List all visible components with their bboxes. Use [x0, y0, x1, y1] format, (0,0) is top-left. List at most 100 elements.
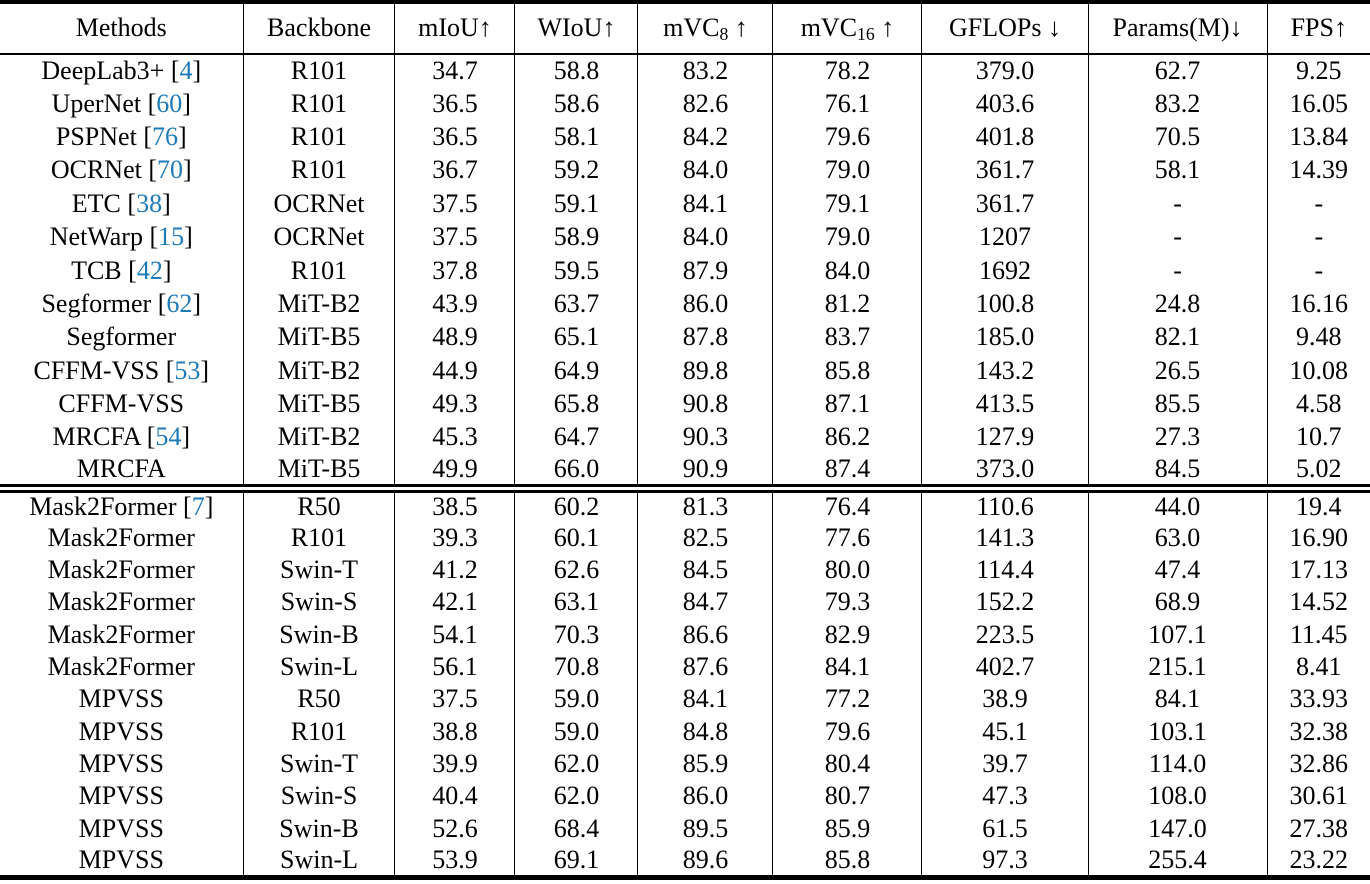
cell-mvc16: 79.0 [772, 220, 922, 255]
cell-mvc8: 84.5 [637, 554, 773, 587]
table-row: MPVSS Swin-T 39.9 62.0 85.9 80.4 39.7 114.0 32.8… [0, 748, 1370, 781]
citation-link[interactable]: 53 [174, 355, 201, 385]
cell-wiou: 59.0 [514, 715, 638, 749]
column-header-fps: FPS↑ [1266, 2, 1370, 54]
cell-params: 24.8 [1087, 287, 1268, 321]
cell-wiou: 59.0 [514, 683, 638, 716]
table-row: Mask2Former Swin-S 42.1 63.1 84.7 79.3 152.2 68… [0, 586, 1370, 619]
table-row: Mask2Former Swin-T 41.2 62.6 84.5 80.0 114.4 47… [0, 554, 1370, 587]
cell-params: - [1087, 254, 1268, 288]
cell-mvc8: 84.8 [637, 715, 773, 749]
cell-method: MRCFA [54] [52, 422, 191, 452]
cell-method: MPVSS [78, 813, 164, 843]
cell-params: 215.1 [1087, 651, 1268, 684]
citation-link[interactable]: 54 [155, 422, 182, 452]
cell-gflops: 361.7 [921, 187, 1088, 221]
cell-method: PSPNet [76] [55, 122, 187, 152]
cell-miou: 45.3 [394, 420, 515, 455]
cell-wiou: 64.7 [514, 420, 638, 455]
cell-miou: 52.6 [394, 812, 515, 846]
cell-mvc8: 90.3 [637, 420, 773, 455]
citation-link[interactable]: 70 [157, 155, 184, 185]
cell-miou: 38.5 [394, 488, 515, 522]
cell-wiou: 62.0 [514, 748, 638, 781]
column-header-gflops: GFLOPs ↓ [921, 2, 1088, 54]
cell-fps: 11.45 [1266, 618, 1370, 652]
cell-params: 63.0 [1087, 521, 1268, 555]
cell-miou: 40.4 [394, 780, 515, 813]
table-row: OCRNet [70] R101 36.7 59.2 84.0 79.0 361.7 58.1… [0, 154, 1370, 188]
cell-backbone: Swin-S [242, 586, 395, 619]
cell-fps: 16.16 [1266, 287, 1370, 321]
cell-params: 58.1 [1087, 154, 1268, 188]
citation-link[interactable]: 62 [166, 288, 193, 318]
cell-backbone: R101 [242, 154, 395, 188]
cell-mvc8: 84.2 [637, 120, 773, 155]
cell-method: Mask2Former [47, 619, 195, 649]
cell-fps: - [1266, 254, 1370, 288]
cell-backbone: R101 [242, 254, 395, 288]
cell-backbone: MiT-B2 [242, 287, 395, 321]
table-row: Segformer MiT-B5 48.9 65.1 87.8 83.7 185.0 82.1… [0, 320, 1370, 355]
cell-gflops: 152.2 [921, 586, 1088, 619]
cell-miou: 39.9 [394, 748, 515, 781]
citation-link[interactable]: 38 [136, 188, 163, 218]
cell-wiou: 58.1 [514, 120, 638, 155]
cell-params: 68.9 [1087, 586, 1268, 619]
cell-backbone: MiT-B5 [242, 387, 395, 421]
cell-fps: 9.25 [1266, 54, 1370, 88]
cell-mvc8: 90.9 [637, 454, 773, 489]
cell-backbone: R101 [242, 87, 395, 121]
cell-method: MPVSS [78, 845, 164, 874]
cell-miou: 53.9 [394, 845, 515, 878]
cell-backbone: R50 [242, 488, 395, 522]
cell-method: Mask2Former [47, 651, 195, 681]
cell-method: Mask2Former [47, 522, 195, 552]
cell-gflops: 379.0 [921, 54, 1088, 88]
citation-link[interactable]: 76 [151, 122, 178, 152]
citation-link[interactable]: 42 [136, 255, 163, 285]
table-row: MPVSS R101 38.8 59.0 84.8 79.6 45.1 103.1 32.38 [0, 715, 1370, 749]
cell-fps: - [1266, 220, 1370, 255]
cell-gflops: 401.8 [921, 120, 1088, 155]
cell-wiou: 58.8 [514, 54, 638, 88]
cell-backbone: R101 [242, 521, 395, 555]
cell-gflops: 100.8 [921, 287, 1088, 321]
header-row: Methods Backbone mIoU↑ WIoU↑ mVC8 ↑ mVC16 ↑ GF… [0, 2, 1370, 54]
citation-link[interactable]: 15 [158, 222, 185, 252]
cell-mvc8: 81.3 [637, 488, 773, 522]
cell-params: 83.2 [1087, 87, 1268, 121]
cell-backbone: Swin-S [242, 780, 395, 813]
cell-mvc8: 82.6 [637, 87, 773, 121]
citation-link[interactable]: 60 [156, 88, 183, 118]
cell-gflops: 127.9 [921, 420, 1088, 455]
cell-miou: 37.5 [394, 220, 515, 255]
cell-mvc8: 85.9 [637, 748, 773, 781]
cell-miou: 54.1 [394, 618, 515, 652]
cell-mvc8: 86.0 [637, 780, 773, 813]
cell-miou: 34.7 [394, 54, 515, 88]
cell-mvc16: 80.0 [772, 554, 922, 587]
cell-fps: 10.08 [1266, 354, 1370, 388]
cell-miou: 49.9 [394, 454, 515, 489]
table-row: MRCFA MiT-B5 49.9 66.0 90.9 87.4 373.0 84.5 5.02 [0, 454, 1370, 489]
cell-mvc16: 77.2 [772, 683, 922, 716]
citation-link[interactable]: 7 [191, 491, 205, 521]
cell-method: MPVSS [78, 748, 164, 778]
table-row: PSPNet [76] R101 36.5 58.1 84.2 79.6 401.8 70.5… [0, 120, 1370, 155]
cell-mvc8: 84.0 [637, 154, 773, 188]
cell-mvc16: 85.8 [772, 354, 922, 388]
cell-miou: 36.5 [394, 120, 515, 155]
cell-wiou: 63.1 [514, 586, 638, 619]
cell-mvc16: 85.8 [772, 845, 922, 878]
table-section-baselines: DeepLab3+ [4] R101 34.7 58.8 83.2 78.2 379.0 62… [0, 54, 1370, 489]
cell-method: CFFM-VSS [58, 388, 185, 418]
citation-link[interactable]: 4 [179, 55, 193, 85]
cell-fps: 13.84 [1266, 120, 1370, 155]
cell-params: - [1087, 187, 1268, 221]
cell-method: Mask2Former [47, 587, 195, 617]
cell-mvc8: 84.0 [637, 220, 773, 255]
cell-backbone: Swin-T [242, 748, 395, 781]
table-row: CFFM-VSS [53] MiT-B2 44.9 64.9 89.8 85.8 143.2… [0, 354, 1370, 388]
cell-method: MPVSS [78, 781, 164, 811]
